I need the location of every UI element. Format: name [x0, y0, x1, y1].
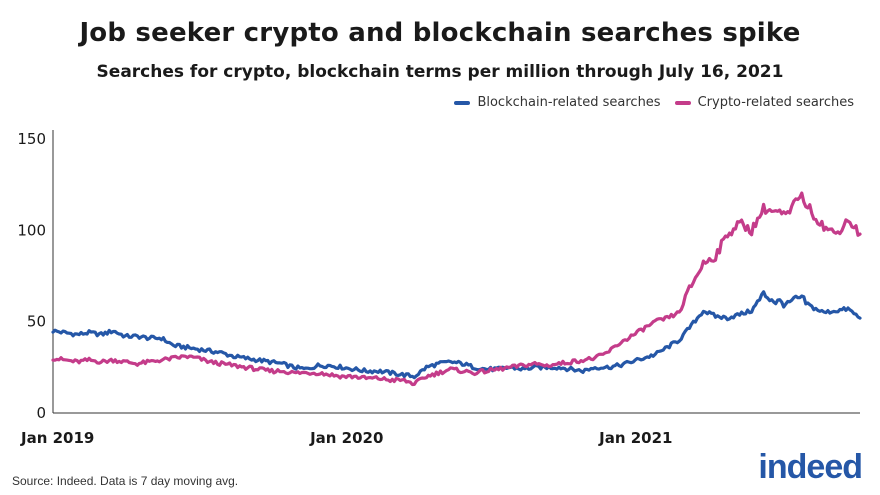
source-note: Source: Indeed. Data is 7 day moving avg…	[12, 474, 239, 488]
series-line-crypto	[51, 191, 862, 387]
legend-entry-crypto: Crypto-related searches	[674, 95, 854, 110]
legend-label-blockchain: Blockchain-related searches	[477, 95, 661, 110]
legend-swatch-blockchain	[454, 100, 471, 105]
chart-subtitle: Searches for crypto, blockchain terms pe…	[96, 62, 784, 82]
legend-swatch-crypto	[674, 100, 691, 105]
legend: Blockchain-related searches Crypto-relat…	[454, 95, 854, 110]
legend-entry-blockchain: Blockchain-related searches	[454, 95, 661, 110]
series-line-blockchain	[51, 290, 862, 380]
y-tick-label: 100	[17, 221, 46, 239]
y-tick-label: 50	[27, 313, 46, 331]
x-tick-label: Jan 2021	[598, 429, 672, 447]
chart-series	[51, 191, 862, 387]
chart-title: Job seeker crypto and blockchain searche…	[79, 18, 801, 48]
y-tick-label: 150	[17, 130, 46, 148]
indeed-logo: indeed	[758, 448, 863, 486]
legend-label-crypto: Crypto-related searches	[697, 95, 854, 110]
chart-axes: 0 50 100 150 Jan 2019 Jan 2020 Jan 2021	[17, 130, 860, 447]
x-tick-label: Jan 2020	[309, 429, 383, 447]
x-tick-label: Jan 2019	[20, 429, 94, 447]
y-tick-label: 0	[36, 404, 46, 422]
